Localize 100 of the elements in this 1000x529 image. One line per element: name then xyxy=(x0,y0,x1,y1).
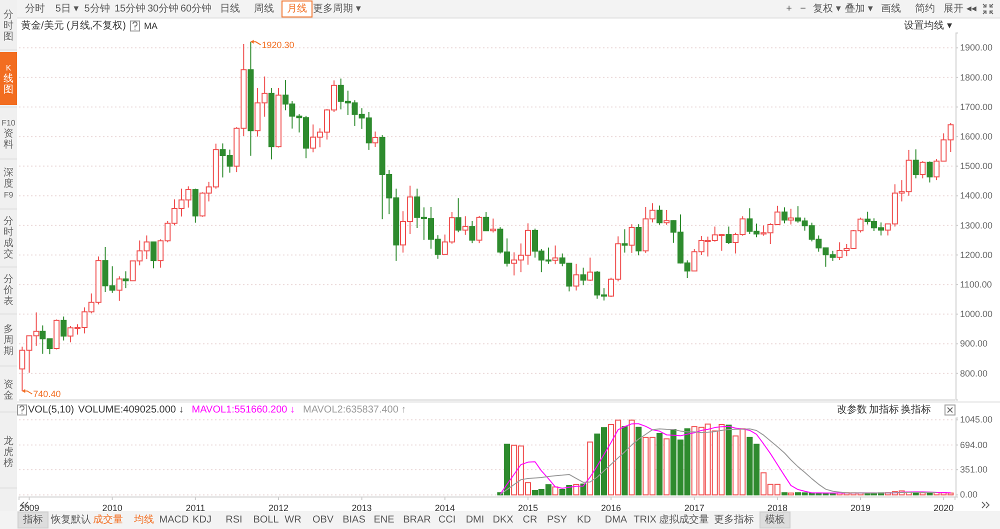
candlestick xyxy=(552,245,558,265)
chart-title: VOL(5,10) xyxy=(28,404,74,416)
annotation: 740.40 xyxy=(33,389,61,400)
candlestick xyxy=(587,257,594,282)
y-tick-label: 1000.00 xyxy=(960,309,993,320)
text: 恢复默认 xyxy=(50,514,91,526)
candlestick xyxy=(490,218,496,233)
bar xyxy=(573,484,580,496)
text: 分时 xyxy=(25,2,45,14)
x-tick-label: 2017 xyxy=(684,503,704,514)
text: 展开 ◂◂ xyxy=(944,4,976,14)
text: 画线 xyxy=(881,2,901,14)
y-tick-label: 800.00 xyxy=(960,368,988,378)
candlestick xyxy=(122,270,129,289)
text: CCI xyxy=(438,514,456,526)
x-tick-label: 2011 xyxy=(186,503,206,514)
y-tick-label: 1400.00 xyxy=(960,190,993,201)
y-tick-label: 900.00 xyxy=(960,338,988,349)
text: TRIX xyxy=(634,514,657,526)
text: 15分钟 xyxy=(114,2,146,14)
text: WR xyxy=(284,514,302,526)
x-tick-label: 2018 xyxy=(767,503,788,514)
bar xyxy=(580,484,586,496)
text: − xyxy=(800,4,806,14)
x-tick-label: 2015 xyxy=(518,503,538,514)
x-tick-label: 2014 xyxy=(434,503,455,514)
y-tick-label: 351.00 xyxy=(960,464,988,475)
bar xyxy=(636,426,642,496)
candlestick xyxy=(622,228,628,254)
text: F10资料 xyxy=(2,118,16,150)
text: VOLUME:409025.000 ↓ xyxy=(78,404,184,416)
text: 换指标 xyxy=(901,404,931,416)
text: MACD xyxy=(159,514,189,526)
text: 深度F9 xyxy=(4,166,14,199)
text: RSI xyxy=(226,514,242,526)
y-tick-label: 1200.00 xyxy=(960,250,993,260)
y-tick-label: 1100.00 xyxy=(960,279,992,290)
text: 分价表 xyxy=(2,272,14,306)
y-tick-label: 694.00 xyxy=(960,440,988,450)
candlestick xyxy=(469,220,476,244)
bar xyxy=(622,426,628,496)
text: 更多指标 xyxy=(714,514,754,526)
text: + xyxy=(786,4,792,14)
candlestick xyxy=(656,205,663,226)
text: 60分钟 xyxy=(180,2,212,14)
text: 加指标 xyxy=(869,404,899,416)
text: 成交量 xyxy=(93,514,123,526)
bar xyxy=(628,420,635,496)
y-tick-label: 1600.00 xyxy=(960,131,993,142)
chart-title: 黄金/美元 (月线,不复权) xyxy=(21,20,126,32)
candlestick xyxy=(726,226,732,245)
candlestick xyxy=(116,276,122,302)
text: KDJ xyxy=(192,514,212,526)
candlestick xyxy=(60,316,67,342)
y-tick-label: 0.00 xyxy=(960,490,978,500)
x-tick-label: 2009 xyxy=(19,503,40,514)
text: MAVOL1:551660.200 ↓ xyxy=(192,404,295,416)
text: ENE xyxy=(374,514,395,526)
text: 虚拟成交量 xyxy=(659,514,709,526)
candlestick xyxy=(573,263,580,291)
text: 改参数 xyxy=(837,404,867,416)
text: 复权 ▾ xyxy=(813,2,841,14)
bar xyxy=(656,432,663,496)
x-tick-label: 2019 xyxy=(850,503,871,514)
y-tick-label: 1300.00 xyxy=(960,220,993,230)
bar xyxy=(782,492,788,496)
text: DKX xyxy=(492,514,514,526)
candlestick xyxy=(372,131,378,148)
text: 均线 xyxy=(133,514,154,526)
text: BIAS xyxy=(342,514,366,526)
text: 月线 xyxy=(287,2,307,14)
candlestick xyxy=(782,206,788,224)
candlestick xyxy=(150,241,157,269)
candlestick xyxy=(462,216,468,236)
text: 简约 xyxy=(915,2,935,14)
candlestick xyxy=(788,208,794,225)
candlestick xyxy=(455,198,462,233)
bar xyxy=(552,486,558,496)
x-tick-label: 2010 xyxy=(102,503,122,514)
candlestick xyxy=(912,148,919,179)
y-tick-label: 1700.00 xyxy=(960,102,993,112)
candlestick xyxy=(920,160,926,179)
candlestick xyxy=(483,212,490,232)
text: PSY xyxy=(546,514,568,526)
text: 分时成交 xyxy=(4,214,14,260)
bar xyxy=(726,424,732,496)
text: OBV xyxy=(312,514,334,526)
annotation: 1920.30 xyxy=(262,40,294,50)
y-tick-label: 1045.00 xyxy=(960,414,993,425)
candlestick xyxy=(636,224,642,256)
x-tick-label: 2016 xyxy=(601,503,622,514)
text: 龙虎榜 xyxy=(4,434,14,468)
text: 更多周期 ▾ xyxy=(313,2,361,14)
candlestick xyxy=(926,160,933,183)
bar xyxy=(664,438,670,496)
candlestick xyxy=(476,215,482,244)
text: BOLL xyxy=(253,514,280,526)
candlestick xyxy=(664,209,670,226)
text: 分时图 xyxy=(4,8,14,42)
text: BRAR xyxy=(403,514,431,526)
